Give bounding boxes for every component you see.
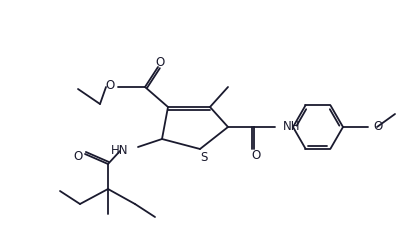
Text: O: O [105,79,115,92]
Text: O: O [73,150,83,163]
Text: S: S [200,151,207,164]
Text: O: O [251,149,260,162]
Text: NH: NH [282,119,300,132]
Text: HN: HN [110,144,128,157]
Text: O: O [155,56,164,69]
Text: O: O [372,119,381,132]
